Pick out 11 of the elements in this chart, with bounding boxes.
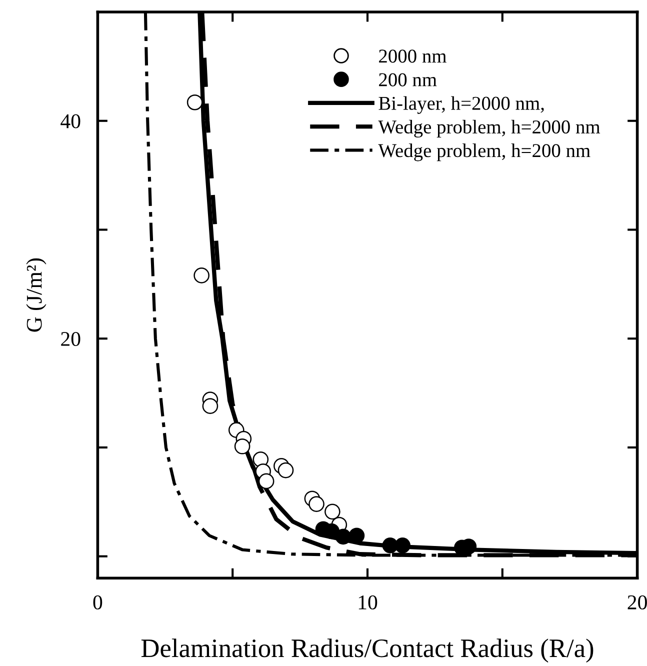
x-tick-label: 0 [93,595,102,610]
y-axis-title: G (J/m²) [26,258,46,332]
legend-label: Bi-layer, h=2000 nm, [378,96,544,114]
legend-label: 200 nm [379,73,437,86]
x-tick-label: 20 [628,595,647,610]
x-tick-label: 10 [358,595,378,610]
legend-label: Wedge problem, h=200 nm [378,144,590,162]
y-tick-label: 40 [60,114,80,128]
legend-label: 2000 nm [379,50,446,63]
legend-label: Wedge problem, h=2000 nm [378,120,600,138]
x-axis-title: Delamination Radius/Contact Radius (R/a) [141,638,594,663]
